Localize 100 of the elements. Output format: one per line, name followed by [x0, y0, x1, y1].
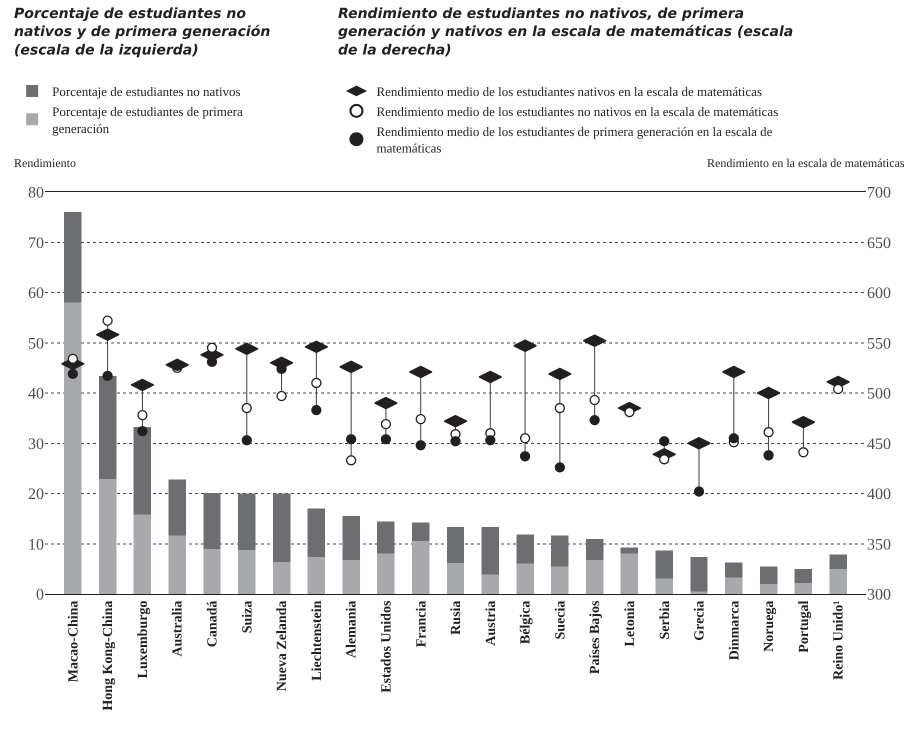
bar	[64, 212, 82, 303]
bar	[168, 536, 186, 594]
bar	[586, 539, 604, 560]
y2-tick-label: 300	[867, 586, 891, 604]
x-tick-label: Serbia	[658, 600, 673, 640]
bar	[482, 574, 499, 594]
bar	[656, 550, 673, 578]
x-tick-label: Países Bajos	[588, 600, 604, 674]
x-tick-label: Suiza	[240, 600, 256, 634]
bar	[412, 541, 430, 594]
x-tick-label: Macao-China	[66, 600, 82, 682]
y-tick-label: 20	[28, 486, 44, 504]
point	[102, 315, 113, 326]
x-tick-label: Reino Unido¹	[832, 600, 847, 680]
legend-label: Rendimiento medio de los estudiantes no nativos en la escala de matemáticas	[376, 104, 778, 119]
y2-tick-label: 350	[867, 536, 891, 554]
point	[763, 450, 774, 460]
point	[450, 436, 461, 446]
bar	[829, 568, 847, 594]
x-tick-label: Hong Kong-China	[101, 600, 116, 711]
bar	[377, 553, 395, 594]
point	[346, 455, 356, 466]
bar	[272, 494, 290, 562]
point	[242, 402, 252, 414]
point	[416, 440, 426, 450]
x-tick-label: Noruega	[762, 600, 778, 652]
x-tick-label: Portugal	[796, 600, 812, 653]
bar	[377, 522, 395, 554]
y-tick-label: 10	[28, 536, 44, 554]
bar	[482, 527, 499, 574]
bar	[446, 527, 464, 563]
y2-tick-label: 650	[867, 234, 891, 252]
bar	[620, 547, 638, 554]
legend-label: Porcentaje de estudiantes de primera generación	[52, 104, 243, 136]
point	[276, 390, 287, 402]
bar	[98, 376, 116, 479]
x-tick-label: Letonia	[622, 600, 638, 646]
bar	[238, 550, 256, 594]
x-tick-label: Australia	[170, 600, 186, 657]
y-tick-label: 0	[36, 586, 44, 604]
y-tick-label: 30	[28, 436, 44, 453]
point	[346, 434, 356, 444]
y-tick-label: 50	[28, 335, 44, 352]
point	[624, 406, 635, 418]
point	[206, 342, 218, 353]
point	[659, 436, 670, 446]
bar	[725, 577, 742, 594]
y2-tick-label: 400	[867, 486, 891, 504]
point	[137, 410, 148, 420]
point	[659, 454, 670, 464]
bar	[690, 556, 708, 592]
y2-axis-title: Rendimiento en la escala de matemáticas	[707, 156, 905, 170]
bar	[134, 514, 152, 594]
bar	[760, 584, 778, 594]
bar	[203, 493, 221, 549]
bar	[760, 566, 778, 584]
y2-tick-label: 600	[867, 285, 891, 302]
bar	[168, 479, 186, 536]
point	[694, 486, 704, 497]
y-tick-label: 40	[28, 386, 44, 403]
bar	[656, 578, 673, 594]
x-tick-label: Grecia	[692, 600, 708, 641]
point	[137, 426, 148, 436]
point	[416, 414, 426, 424]
point	[520, 451, 530, 462]
point	[242, 435, 252, 446]
point	[380, 419, 392, 430]
bar	[586, 560, 604, 594]
point	[833, 384, 844, 394]
x-tick-label: Nueva Zelanda	[275, 600, 290, 692]
x-tick-label: Austria	[484, 600, 499, 646]
point	[68, 368, 78, 380]
legend-label: Porcentaje de estudiantes no nativos	[52, 84, 241, 100]
x-tick-label: Francia	[414, 600, 430, 648]
bar	[98, 478, 116, 594]
point	[311, 378, 322, 388]
y-tick-label: 80	[28, 184, 44, 202]
bar	[342, 560, 360, 594]
bar	[446, 562, 464, 594]
bar	[516, 563, 534, 594]
y-tick-label: 60	[28, 285, 44, 302]
bar	[690, 591, 708, 594]
bar	[238, 494, 256, 550]
point	[798, 447, 809, 458]
point	[311, 404, 322, 416]
bar	[829, 554, 847, 569]
point	[485, 435, 496, 446]
y2-tick-label: 500	[867, 386, 891, 403]
bar	[794, 568, 812, 583]
bar	[64, 302, 82, 594]
bar	[134, 427, 152, 515]
point	[590, 414, 600, 426]
chart-title: Porcentaje de estudiantes no nativos y de primera generación (escala de la izquierda)	[14, 6, 270, 58]
y-axis-title: Rendimiento	[14, 156, 76, 170]
y2-tick-label: 550	[867, 335, 891, 352]
x-tick-label: Alemania	[344, 600, 360, 658]
legend-label: Rendimiento medio de los estudiantes de primera generación en la escala de matemáticas	[376, 124, 773, 156]
x-tick-label: Rusia	[449, 600, 464, 635]
bar	[794, 582, 812, 594]
x-tick-label: Liechtenstein	[310, 600, 325, 681]
